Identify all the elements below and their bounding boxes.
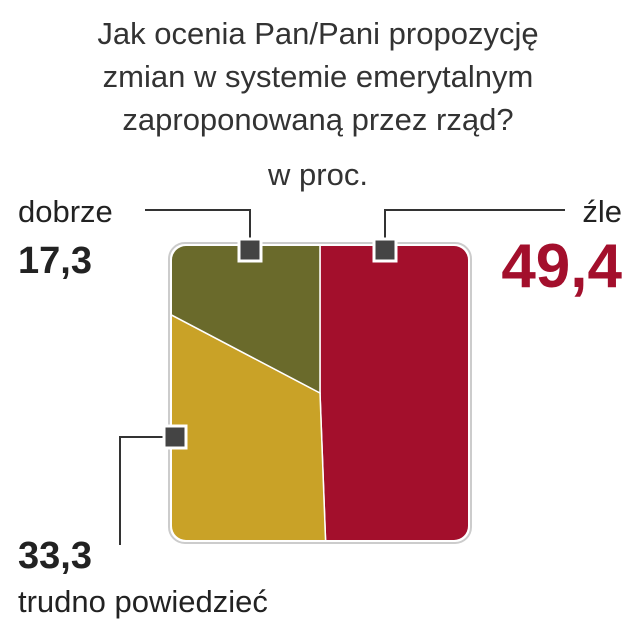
slice-label: trudno powiedzieć	[18, 584, 268, 619]
value-label: 33,3	[18, 535, 92, 577]
leader-line	[119, 436, 175, 545]
chart-title: Jak ocenia Pan/Pani propozycję zmian w s…	[97, 16, 539, 137]
leader-line	[145, 209, 251, 250]
pie	[172, 246, 468, 540]
slice-label: źle	[582, 194, 622, 229]
chart-subtitle: w proc.	[268, 157, 368, 192]
pie-slice	[319, 246, 468, 540]
marker	[162, 424, 188, 450]
pie-slice	[172, 246, 321, 395]
leader-line	[384, 209, 565, 250]
marker	[372, 237, 398, 263]
value-label: 49,4	[501, 232, 622, 301]
value-label: 17,3	[18, 240, 92, 282]
marker	[237, 237, 263, 263]
slice-label: dobrze	[18, 194, 113, 229]
